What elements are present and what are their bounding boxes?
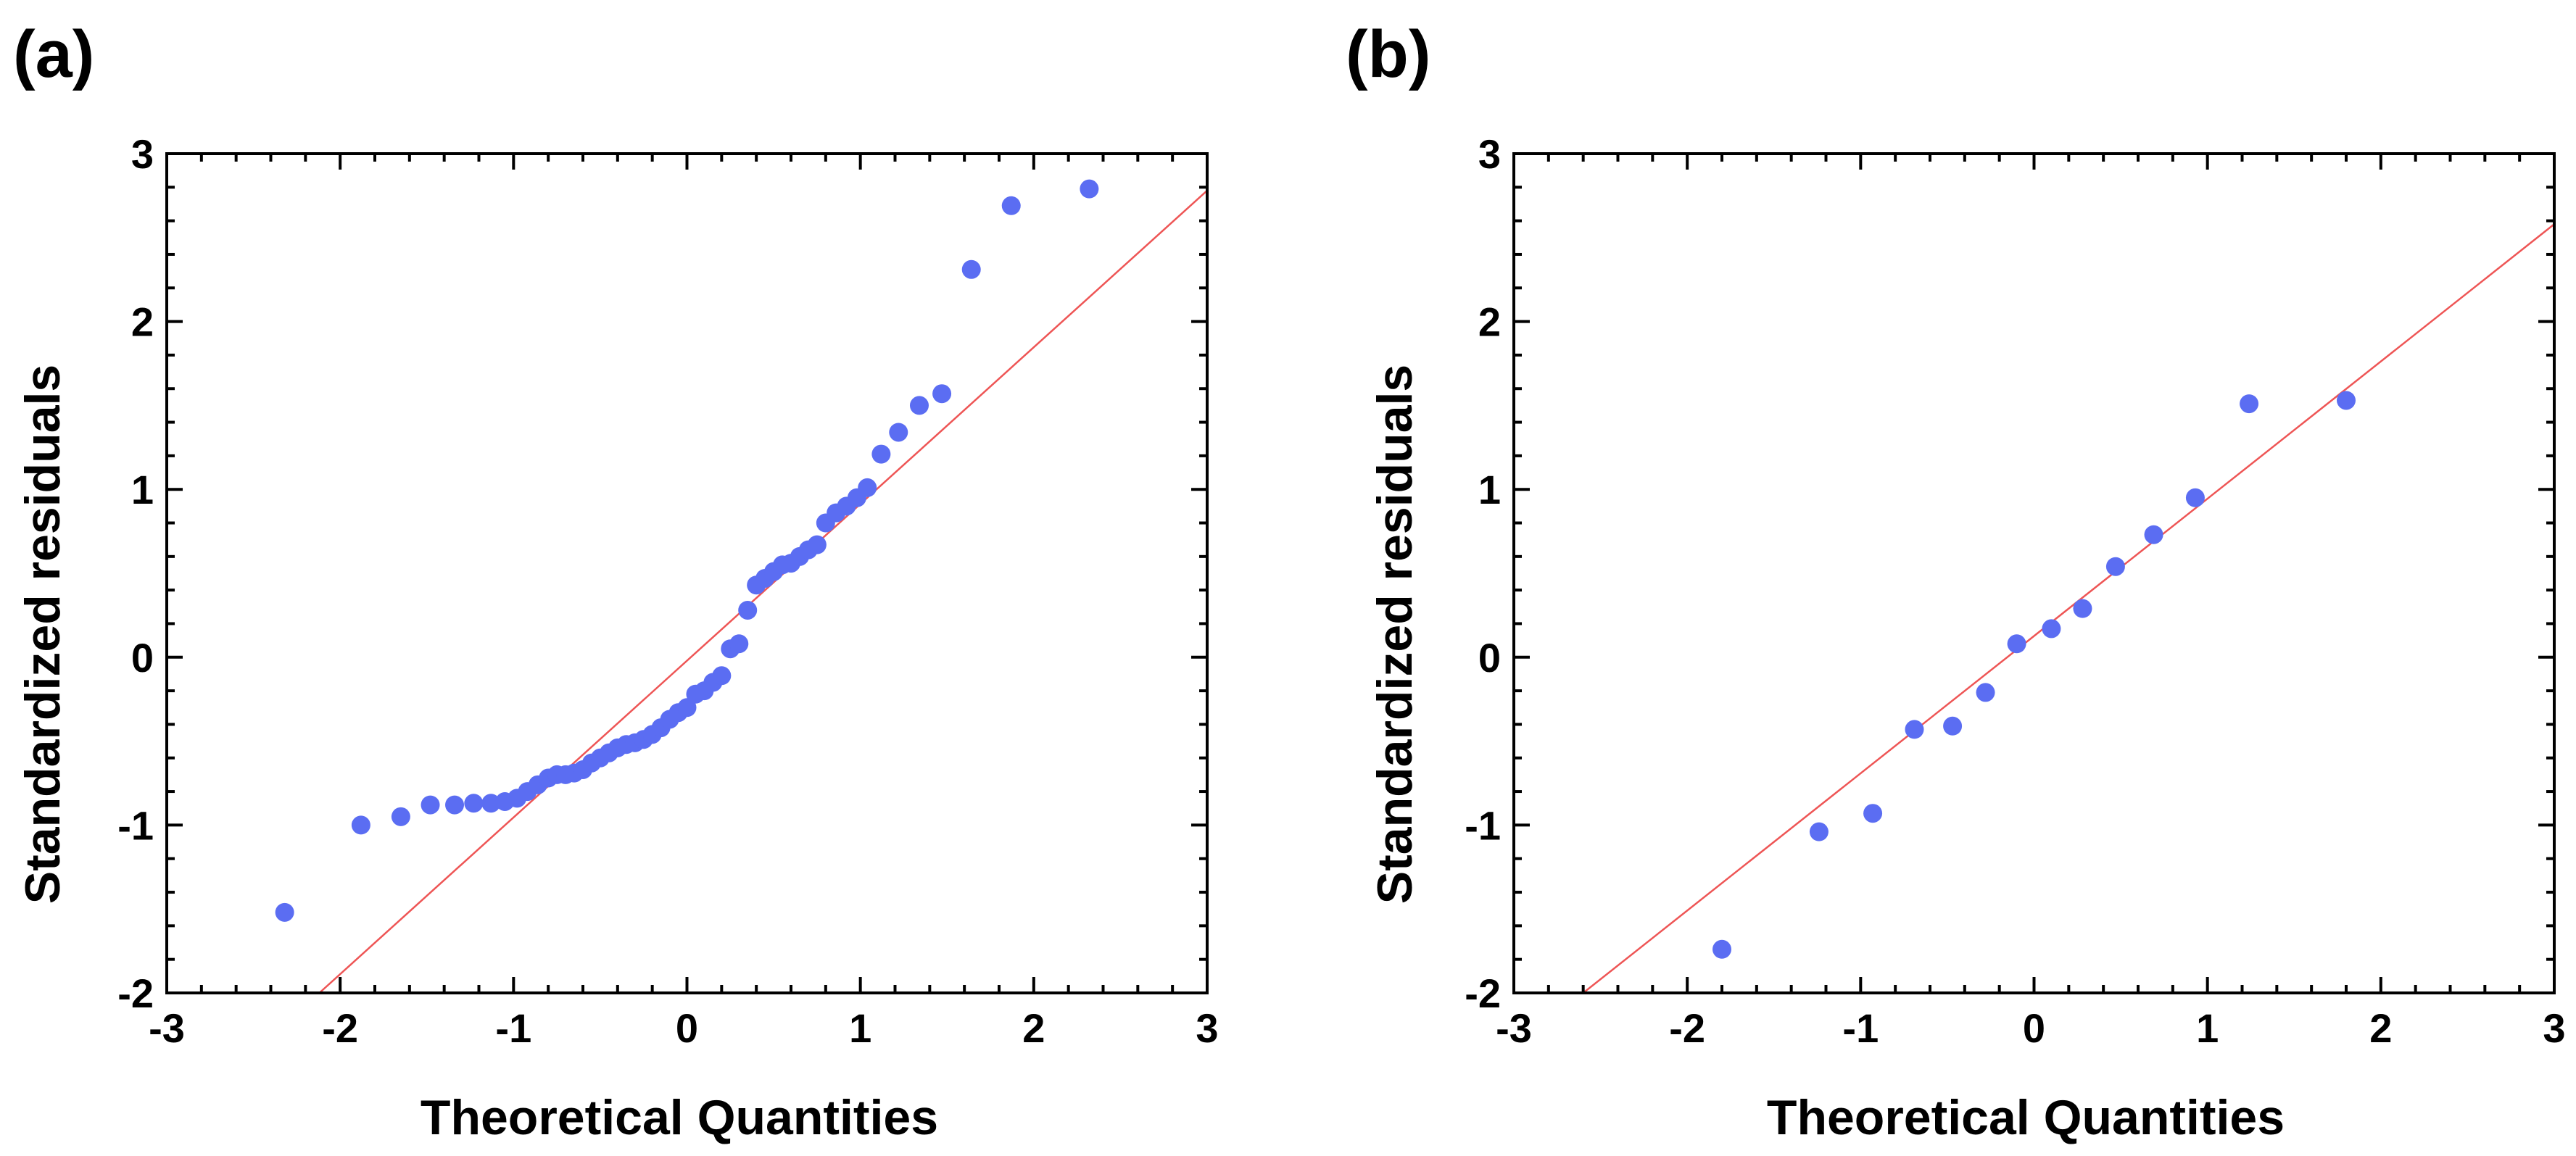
data-point bbox=[481, 794, 501, 813]
data-point bbox=[2042, 619, 2061, 639]
data-point bbox=[729, 634, 749, 654]
x-tick-label: 2 bbox=[2369, 1005, 2392, 1051]
y-tick-label: 0 bbox=[1478, 635, 1501, 681]
data-point bbox=[2105, 557, 2125, 576]
x-tick-label: -1 bbox=[495, 1005, 531, 1051]
data-point bbox=[2240, 394, 2259, 414]
qq-plot-b: (b) Theoretical Quantities Standardized … bbox=[1346, 17, 2566, 1145]
reference-line-a bbox=[318, 190, 1207, 993]
y-tick-label: 3 bbox=[1478, 131, 1501, 177]
x-axis-label-b: Theoretical Quantities bbox=[1767, 1090, 2285, 1145]
data-point bbox=[909, 396, 929, 415]
data-point bbox=[1712, 939, 1731, 959]
y-tick-label: 1 bbox=[1478, 467, 1501, 512]
data-point bbox=[1080, 179, 1099, 199]
panel-label-b: (b) bbox=[1346, 17, 1430, 91]
y-axis-label-b: Standardized residuals bbox=[1367, 365, 1422, 904]
x-tick-label: 3 bbox=[1196, 1005, 1218, 1051]
x-tick-label: -3 bbox=[1496, 1005, 1532, 1051]
data-point bbox=[2144, 525, 2163, 544]
reference-line-b bbox=[1582, 223, 2554, 993]
data-point bbox=[807, 535, 827, 554]
data-point bbox=[1863, 804, 1883, 823]
x-tick-label: 2 bbox=[1022, 1005, 1045, 1051]
data-point bbox=[421, 795, 440, 815]
data-point bbox=[2073, 599, 2092, 618]
y-axis-label-a: Standardized residuals bbox=[15, 365, 70, 904]
data-point bbox=[738, 600, 758, 620]
data-point bbox=[391, 807, 410, 826]
data-point bbox=[889, 423, 908, 442]
y-tick-label: -1 bbox=[117, 802, 154, 848]
x-tick-label: -1 bbox=[1842, 1005, 1879, 1051]
data-point bbox=[712, 666, 732, 686]
qq-plot-a: (a) Theoretical Quantities Standardized … bbox=[13, 17, 1219, 1145]
y-tick-label: 3 bbox=[131, 131, 154, 177]
y-tick-label: -2 bbox=[1465, 970, 1501, 1016]
data-point bbox=[961, 259, 981, 279]
y-tick-label: 0 bbox=[131, 635, 154, 681]
x-tick-label: -3 bbox=[149, 1005, 185, 1051]
x-axis-label-a: Theoretical Quantities bbox=[421, 1090, 938, 1145]
panel-label-a: (a) bbox=[13, 17, 94, 91]
data-point bbox=[351, 815, 370, 835]
x-tick-label: -2 bbox=[322, 1005, 358, 1051]
data-point bbox=[2007, 634, 2026, 654]
plot-frame-a bbox=[165, 152, 1209, 994]
x-tick-label: 1 bbox=[2196, 1005, 2219, 1051]
x-tick-label: 3 bbox=[2543, 1005, 2565, 1051]
data-point bbox=[858, 478, 877, 497]
x-tick-label: 0 bbox=[2023, 1005, 2045, 1051]
data-point bbox=[1943, 716, 1963, 736]
data-point bbox=[932, 384, 952, 404]
data-point bbox=[464, 794, 484, 813]
data-point bbox=[445, 795, 465, 815]
data-point bbox=[871, 444, 891, 464]
plot-frame-b bbox=[1512, 152, 2556, 994]
data-point bbox=[2185, 488, 2205, 507]
y-tick-label: 2 bbox=[1478, 299, 1501, 345]
y-tick-label: -2 bbox=[117, 970, 154, 1016]
data-point bbox=[275, 902, 294, 922]
x-tick-label: -2 bbox=[1669, 1005, 1705, 1051]
y-tick-label: 2 bbox=[131, 299, 154, 345]
y-tick-label: -1 bbox=[1465, 802, 1501, 848]
x-tick-label: 1 bbox=[849, 1005, 871, 1051]
data-point bbox=[1809, 822, 1829, 841]
y-tick-label: 1 bbox=[131, 467, 154, 512]
data-point bbox=[1905, 720, 1924, 739]
data-point bbox=[1001, 196, 1021, 215]
x-tick-label: 0 bbox=[676, 1005, 698, 1051]
data-point bbox=[677, 698, 697, 718]
data-point bbox=[1976, 683, 1995, 702]
data-point bbox=[2337, 391, 2356, 410]
